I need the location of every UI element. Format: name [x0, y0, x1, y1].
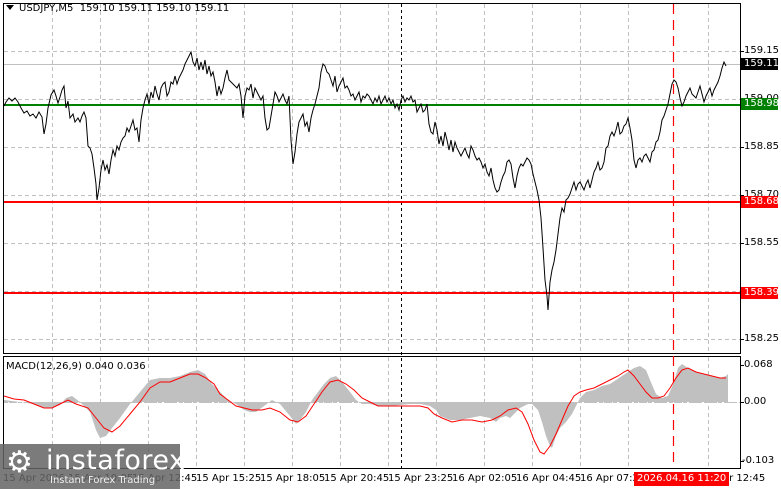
macd-histogram [4, 364, 728, 448]
price-tick: 159.15 [744, 45, 779, 56]
time-label: 15 Apr 23:25 [388, 473, 454, 484]
macd-tick: 0.068 [744, 359, 773, 370]
ohlc-values: 159.10 159.11 159.10 159.11 [79, 3, 230, 14]
macd-tick: -0.103 [742, 455, 775, 466]
chart-header: USDJPY,M5 159.10 159.11 159.10 159.11 [6, 3, 229, 14]
time-label: 15 Apr 20:45 [324, 473, 390, 484]
macd-tick: 0.00 [744, 396, 767, 407]
symbol-label: USDJPY,M5 [19, 3, 74, 14]
brand-name: instaforex [46, 445, 186, 476]
time-label: 16 Apr 07:25 [580, 473, 646, 484]
price-line [3, 50, 727, 311]
time-label: 15 Apr 15:25 [196, 473, 262, 484]
current-price-tag: 159.11 [741, 58, 779, 70]
resistance-level-tag-2: 158.39 [741, 287, 779, 299]
instaforex-watermark: ⚙ instaforex Instant Forex Trading [0, 444, 185, 489]
price-pane [3, 3, 741, 354]
resistance-level-tag-1: 158.68 [741, 196, 779, 208]
price-tick: 158.70 [744, 189, 779, 200]
support-level-tag: 158.98 [741, 98, 779, 110]
price-tick: 158.55 [744, 237, 779, 248]
macd-signal-line [3, 367, 726, 455]
brand-tagline: Instant Forex Trading [50, 475, 156, 486]
time-label: 15 Apr 18:05 [260, 473, 326, 484]
time-label: 16 Apr 12:45 [700, 473, 766, 484]
time-cursor-label: 2026.04.16 11:20 [634, 472, 730, 486]
price-tick: 158.85 [744, 141, 779, 152]
time-label: 16 Apr 04:45 [516, 473, 582, 484]
price-tick: 158.25 [744, 333, 779, 344]
macd-label: MACD(12,26,9) 0.040 0.036 [6, 361, 146, 372]
collapse-triangle-icon[interactable] [6, 5, 14, 10]
time-label: 16 Apr 02:05 [452, 473, 518, 484]
gear-logo-icon: ⚙ [6, 445, 33, 480]
